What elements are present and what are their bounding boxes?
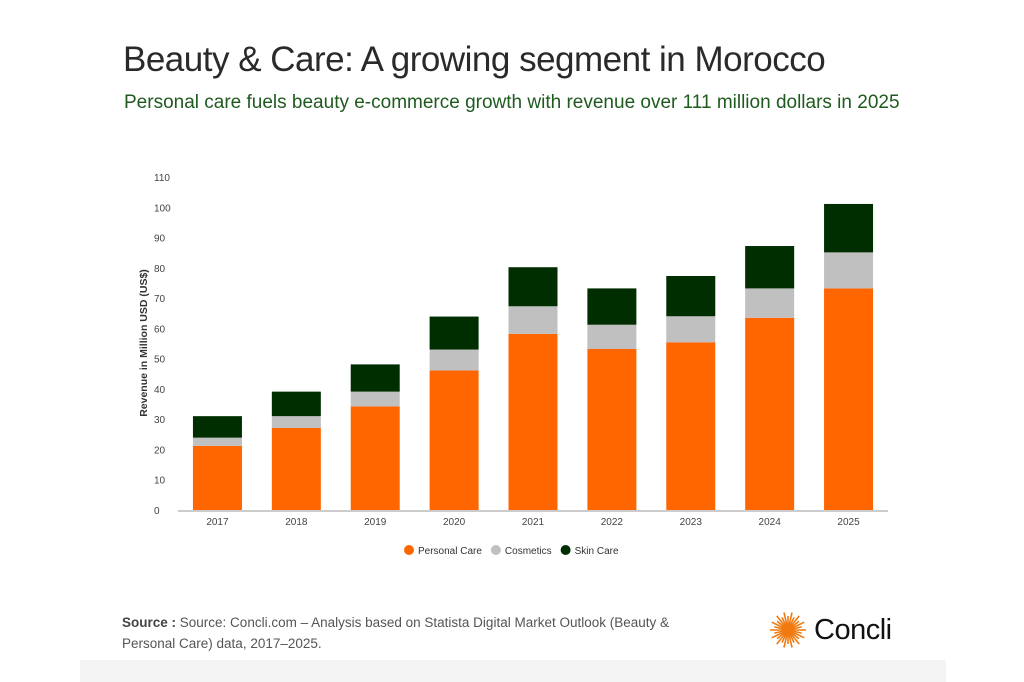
bar-cosmetics-2025 bbox=[824, 252, 874, 289]
bar-cosmetics-2017 bbox=[192, 437, 242, 446]
x-tick-label: 2020 bbox=[443, 517, 466, 528]
bar-personal-care-2023 bbox=[666, 342, 716, 510]
bar-personal-care-2020 bbox=[429, 370, 479, 510]
bar-skin-care-2023 bbox=[666, 275, 716, 317]
y-tick-label: 50 bbox=[154, 355, 166, 366]
bar-skin-care-2020 bbox=[429, 316, 479, 350]
y-tick-label: 40 bbox=[154, 385, 166, 396]
source-note: Source : Source: Concli.com – Analysis b… bbox=[122, 612, 682, 654]
legend-marker bbox=[490, 545, 501, 555]
y-axis-title: Revenue in Million USD (US$) bbox=[138, 269, 150, 417]
x-tick-label: 2022 bbox=[601, 517, 624, 528]
bar-cosmetics-2021 bbox=[508, 306, 558, 334]
legend-label: Personal Care bbox=[418, 546, 482, 557]
bottom-strip bbox=[80, 660, 946, 682]
legend-label: Cosmetics bbox=[505, 546, 552, 557]
x-tick-label: 2019 bbox=[364, 517, 387, 528]
y-tick-label: 60 bbox=[154, 324, 166, 335]
bar-personal-care-2024 bbox=[745, 317, 795, 510]
x-tick-label: 2021 bbox=[522, 517, 545, 528]
y-tick-label: 20 bbox=[154, 445, 166, 456]
bar-personal-care-2017 bbox=[192, 445, 242, 510]
x-tick-label: 2017 bbox=[206, 517, 229, 528]
x-tick-label: 2025 bbox=[837, 517, 860, 528]
x-tick-label: 2018 bbox=[285, 517, 308, 528]
bar-skin-care-2019 bbox=[350, 364, 400, 392]
x-tick-label: 2023 bbox=[680, 517, 703, 528]
y-tick-label: 0 bbox=[154, 506, 160, 517]
y-tick-label: 110 bbox=[154, 173, 170, 184]
chart-subtitle: Personal care fuels beauty e-commerce gr… bbox=[124, 92, 900, 113]
bar-personal-care-2022 bbox=[587, 348, 637, 510]
y-tick-label: 10 bbox=[154, 476, 166, 487]
source-text: Source: Concli.com – Analysis based on S… bbox=[122, 615, 670, 651]
bar-cosmetics-2019 bbox=[350, 391, 400, 407]
bar-personal-care-2018 bbox=[271, 427, 321, 510]
logo-text: Concli bbox=[814, 613, 892, 646]
bar-personal-care-2019 bbox=[350, 406, 400, 510]
bar-skin-care-2017 bbox=[192, 416, 242, 438]
source-label: Source : bbox=[122, 615, 177, 630]
y-tick-label: 30 bbox=[154, 415, 166, 426]
stacked-bar-chart: 0 10 20 30 40 50 60 70 80 90 100 110 Revenue in Mill… bbox=[138, 173, 888, 557]
bar-cosmetics-2022 bbox=[587, 324, 637, 349]
bar-cosmetics-2023 bbox=[666, 316, 716, 343]
y-tick-label: 100 bbox=[154, 203, 171, 214]
bar-skin-care-2024 bbox=[745, 246, 795, 289]
y-tick-label: 80 bbox=[154, 264, 166, 275]
bar-skin-care-2018 bbox=[271, 391, 321, 417]
legend-label: Skin Care bbox=[575, 546, 619, 557]
legend-marker bbox=[560, 545, 571, 555]
bar-cosmetics-2020 bbox=[429, 349, 479, 371]
chart-title: Beauty & Care: A growing segment in Moro… bbox=[123, 40, 826, 79]
x-tick-label: 2024 bbox=[759, 517, 782, 528]
bar-skin-care-2022 bbox=[587, 288, 637, 325]
sun-burst-icon bbox=[770, 612, 806, 648]
bar-cosmetics-2024 bbox=[745, 288, 795, 318]
y-tick-label: 90 bbox=[154, 234, 166, 245]
concli-logo: Concli bbox=[768, 610, 892, 650]
legend-marker bbox=[404, 545, 414, 555]
bar-personal-care-2021 bbox=[508, 333, 558, 510]
bar-personal-care-2025 bbox=[824, 288, 874, 510]
bar-skin-care-2021 bbox=[508, 267, 558, 307]
bar-skin-care-2025 bbox=[824, 203, 874, 253]
y-tick-label: 70 bbox=[154, 294, 166, 305]
bar-cosmetics-2018 bbox=[271, 416, 321, 428]
